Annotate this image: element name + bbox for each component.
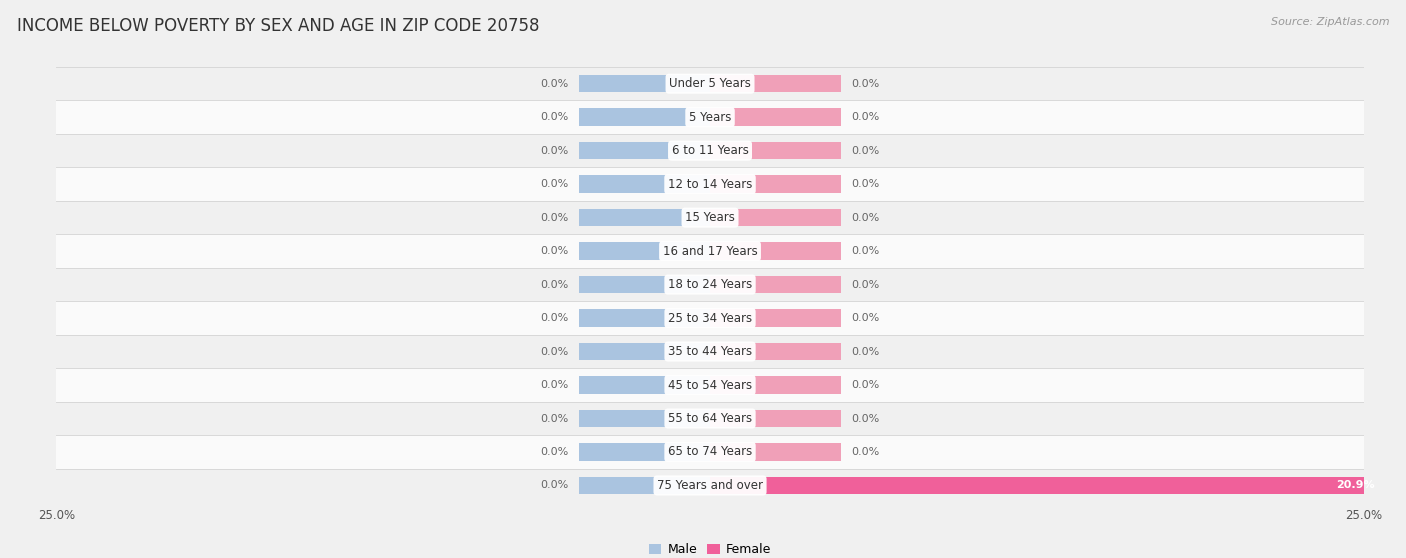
Bar (710, 108, 841, 126)
Bar (56, 134, 1364, 167)
Text: 20.9%: 20.9% (1336, 480, 1374, 490)
Bar (579, 142, 710, 160)
Text: 0.0%: 0.0% (851, 413, 880, 424)
Text: 35 to 44 Years: 35 to 44 Years (668, 345, 752, 358)
Bar (710, 443, 841, 461)
Bar (579, 443, 710, 461)
Bar (56, 234, 1364, 268)
Text: 0.0%: 0.0% (540, 79, 569, 89)
Text: 0.0%: 0.0% (851, 79, 880, 89)
Text: 6 to 11 Years: 6 to 11 Years (672, 144, 748, 157)
Bar (710, 309, 841, 327)
Bar (710, 410, 841, 427)
Bar (579, 376, 710, 394)
Bar (710, 209, 841, 227)
Bar (56, 67, 1364, 100)
Text: 0.0%: 0.0% (540, 480, 569, 490)
Bar (579, 276, 710, 294)
Text: Under 5 Years: Under 5 Years (669, 77, 751, 90)
Text: 16 and 17 Years: 16 and 17 Years (662, 244, 758, 258)
Bar (579, 108, 710, 126)
Bar (710, 477, 1388, 494)
Text: 55 to 64 Years: 55 to 64 Years (668, 412, 752, 425)
Bar (710, 376, 841, 394)
Text: 0.0%: 0.0% (851, 112, 880, 122)
Text: 0.0%: 0.0% (851, 213, 880, 223)
Bar (56, 167, 1364, 201)
Bar (56, 435, 1364, 469)
Bar (56, 301, 1364, 335)
Text: 0.0%: 0.0% (851, 146, 880, 156)
Text: 0.0%: 0.0% (540, 447, 569, 457)
Bar (56, 368, 1364, 402)
Text: 0.0%: 0.0% (540, 347, 569, 357)
Text: 75 Years and over: 75 Years and over (657, 479, 763, 492)
Text: 15 Years: 15 Years (685, 211, 735, 224)
Bar (56, 335, 1364, 368)
Legend: Male, Female: Male, Female (644, 538, 776, 558)
Text: 65 to 74 Years: 65 to 74 Years (668, 445, 752, 459)
Text: 0.0%: 0.0% (851, 246, 880, 256)
Bar (56, 201, 1364, 234)
Text: 0.0%: 0.0% (540, 213, 569, 223)
Bar (710, 175, 841, 193)
Bar (710, 242, 841, 260)
Bar (579, 309, 710, 327)
Text: 0.0%: 0.0% (540, 280, 569, 290)
Text: Source: ZipAtlas.com: Source: ZipAtlas.com (1271, 17, 1389, 27)
Text: 0.0%: 0.0% (540, 380, 569, 390)
Text: 0.0%: 0.0% (851, 380, 880, 390)
Bar (579, 209, 710, 227)
Text: INCOME BELOW POVERTY BY SEX AND AGE IN ZIP CODE 20758: INCOME BELOW POVERTY BY SEX AND AGE IN Z… (17, 17, 540, 35)
Text: 0.0%: 0.0% (540, 246, 569, 256)
Text: 0.0%: 0.0% (540, 179, 569, 189)
Text: 0.0%: 0.0% (540, 146, 569, 156)
Bar (710, 276, 841, 294)
Bar (579, 410, 710, 427)
Text: 45 to 54 Years: 45 to 54 Years (668, 378, 752, 392)
Text: 25 to 34 Years: 25 to 34 Years (668, 311, 752, 325)
Text: 0.0%: 0.0% (851, 280, 880, 290)
Text: 0.0%: 0.0% (540, 413, 569, 424)
Text: 0.0%: 0.0% (851, 313, 880, 323)
Bar (579, 477, 710, 494)
Bar (710, 142, 841, 160)
Bar (56, 100, 1364, 134)
Text: 0.0%: 0.0% (851, 447, 880, 457)
Bar (56, 402, 1364, 435)
Text: 5 Years: 5 Years (689, 110, 731, 124)
Bar (56, 469, 1364, 502)
Bar (579, 175, 710, 193)
Bar (579, 242, 710, 260)
Text: 0.0%: 0.0% (540, 313, 569, 323)
Text: 0.0%: 0.0% (851, 179, 880, 189)
Text: 18 to 24 Years: 18 to 24 Years (668, 278, 752, 291)
Bar (579, 75, 710, 93)
Bar (710, 75, 841, 93)
Bar (579, 343, 710, 360)
Text: 0.0%: 0.0% (540, 112, 569, 122)
Bar (56, 268, 1364, 301)
Text: 0.0%: 0.0% (851, 347, 880, 357)
Bar (710, 343, 841, 360)
Text: 12 to 14 Years: 12 to 14 Years (668, 177, 752, 191)
